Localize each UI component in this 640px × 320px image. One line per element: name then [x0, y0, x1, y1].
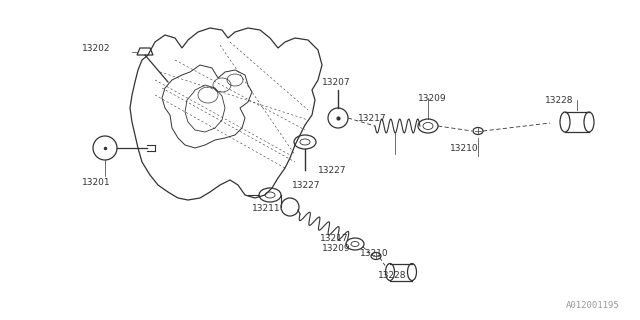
Text: 13209: 13209: [418, 93, 447, 102]
Text: 13228: 13228: [545, 95, 573, 105]
Text: 13209: 13209: [322, 244, 351, 252]
Text: 13202: 13202: [82, 44, 111, 52]
Text: 13228: 13228: [378, 270, 406, 279]
Text: 13227: 13227: [318, 165, 346, 174]
Text: 13210: 13210: [360, 250, 388, 259]
Text: 13217: 13217: [358, 114, 387, 123]
Text: 13210: 13210: [450, 143, 479, 153]
Text: 13217: 13217: [320, 234, 349, 243]
Text: 13227: 13227: [292, 180, 321, 189]
Text: 13211: 13211: [252, 204, 280, 212]
Text: 13207: 13207: [322, 77, 351, 86]
Text: A012001195: A012001195: [566, 301, 620, 310]
Text: 13201: 13201: [82, 178, 111, 187]
